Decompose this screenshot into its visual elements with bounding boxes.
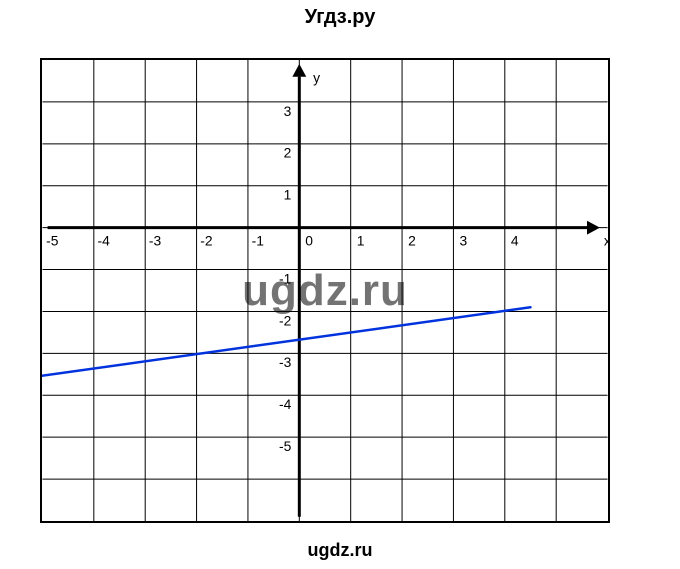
y-tick-label: -1 (279, 270, 292, 286)
x-tick-label: -3 (149, 232, 162, 248)
x-tick-label: 1 (357, 232, 365, 248)
y-tick-label: -4 (279, 396, 292, 412)
chart-svg: y x -5 -4 -3 -2 -1 0 1 2 3 4 3 2 1 -1 -2 -3 -4 -5 (42, 60, 608, 521)
chart-container: yx-5-4-3-2-101234321-1-2-3-4-5 ugdz.ru (40, 58, 610, 523)
x-tick-label: -5 (46, 232, 59, 248)
x-tick-label: 4 (511, 232, 519, 248)
y-tick-label: 3 (284, 103, 292, 119)
x-tick-label: 0 (305, 232, 313, 248)
page-footer: ugdz.ru (0, 540, 680, 561)
y-tick-label: 2 (284, 145, 292, 161)
x-tick-label: 3 (459, 232, 467, 248)
y-tick-label: -3 (279, 354, 292, 370)
y-axis-label: y (313, 70, 320, 86)
x-tick-label: -1 (252, 232, 265, 248)
x-axis-label: x (604, 232, 608, 248)
y-tick-label: 1 (284, 187, 292, 203)
x-tick-label: 2 (408, 232, 416, 248)
y-tick-label: -2 (279, 312, 292, 328)
y-tick-label: -5 (279, 438, 292, 454)
x-tick-label: -4 (98, 232, 111, 248)
page-header: Угдз.ру (0, 6, 680, 29)
x-tick-label: -2 (200, 232, 213, 248)
